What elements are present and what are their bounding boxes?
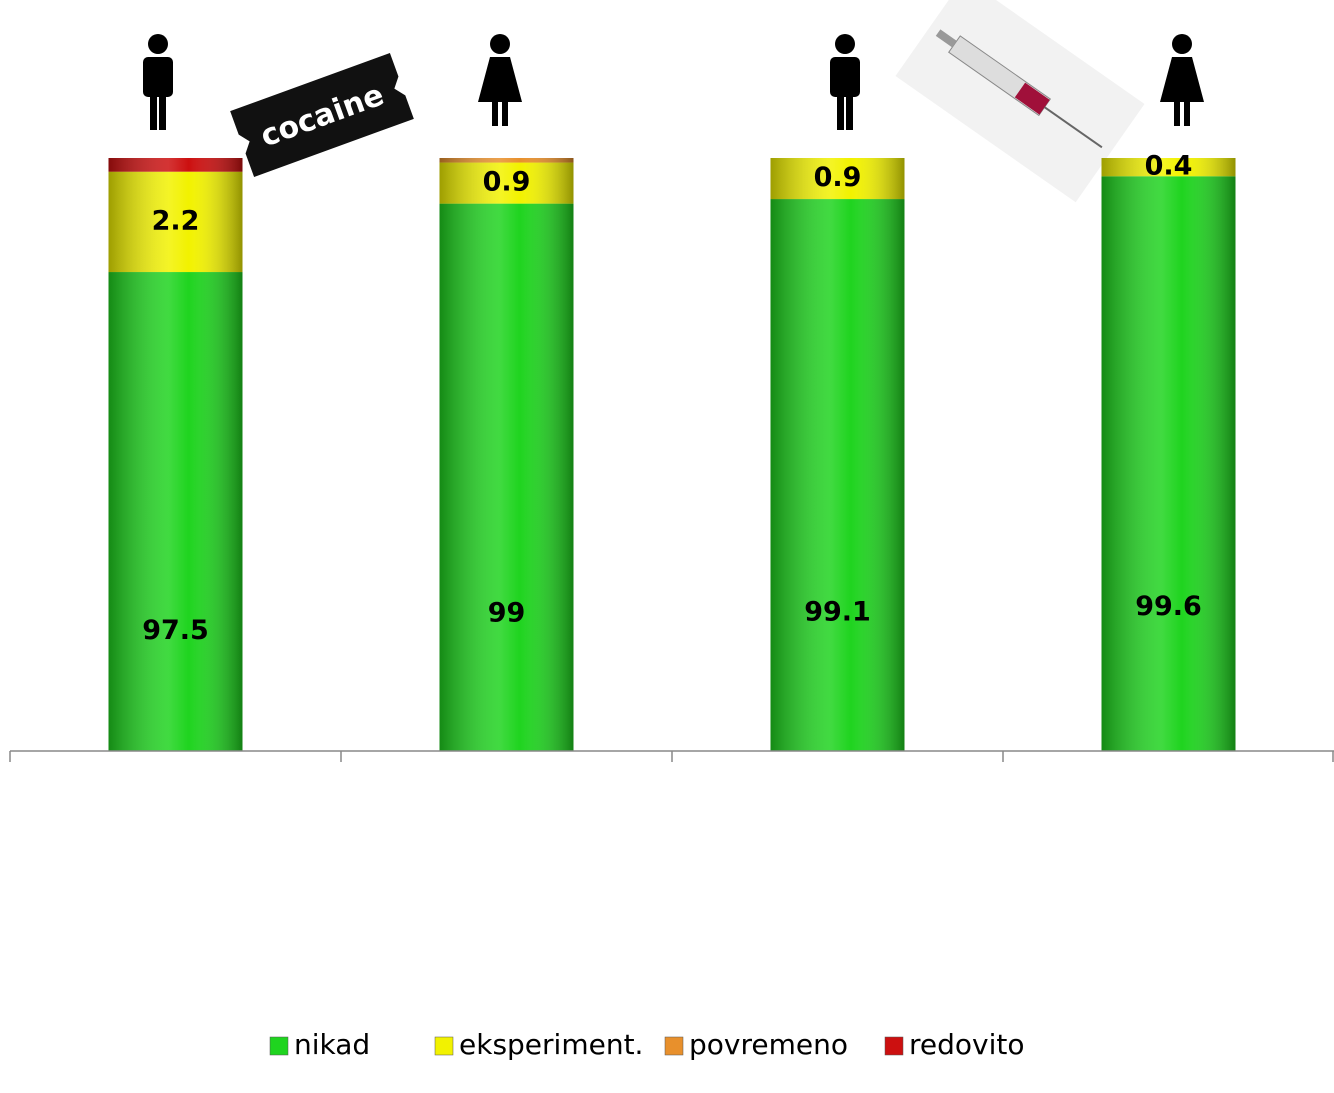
female-icon	[478, 34, 522, 126]
legend-label: eksperiment.	[459, 1028, 643, 1061]
cocaine-blade: cocaine	[230, 53, 414, 177]
legend-swatch	[435, 1037, 453, 1055]
legend-label: nikad	[294, 1028, 370, 1061]
legend-swatch	[665, 1037, 683, 1055]
value-label: 0.4	[1145, 151, 1193, 182]
value-label: 2.2	[152, 205, 200, 236]
bar-shade	[440, 158, 574, 163]
legend-swatch	[270, 1037, 288, 1055]
page: cocaine 97.5 2.2 99 0.9 99.1 0.9 99.6 0.4 nikad e…	[0, 0, 1334, 1093]
value-label: 99.1	[804, 597, 871, 628]
value-label: 97.5	[142, 615, 209, 646]
legend-label: redovito	[909, 1028, 1025, 1061]
value-label: 0.9	[483, 167, 531, 198]
legend-label: povremeno	[689, 1028, 848, 1061]
bar-shade	[1102, 176, 1236, 751]
value-label: 99.6	[1135, 591, 1202, 622]
chart: cocaine 97.5 2.2 99 0.9 99.1 0.9 99.6 0.4 nikad e…	[0, 0, 1334, 1089]
bar-shade	[109, 158, 243, 172]
bar-shade	[771, 199, 905, 751]
value-label: 0.9	[814, 162, 862, 193]
male-icon	[830, 34, 860, 130]
female-icon	[1160, 34, 1204, 126]
bar-shade	[109, 272, 243, 751]
male-icon	[143, 34, 173, 130]
legend-swatch	[885, 1037, 903, 1055]
bar-shade	[440, 204, 574, 751]
value-label: 99	[488, 598, 526, 629]
